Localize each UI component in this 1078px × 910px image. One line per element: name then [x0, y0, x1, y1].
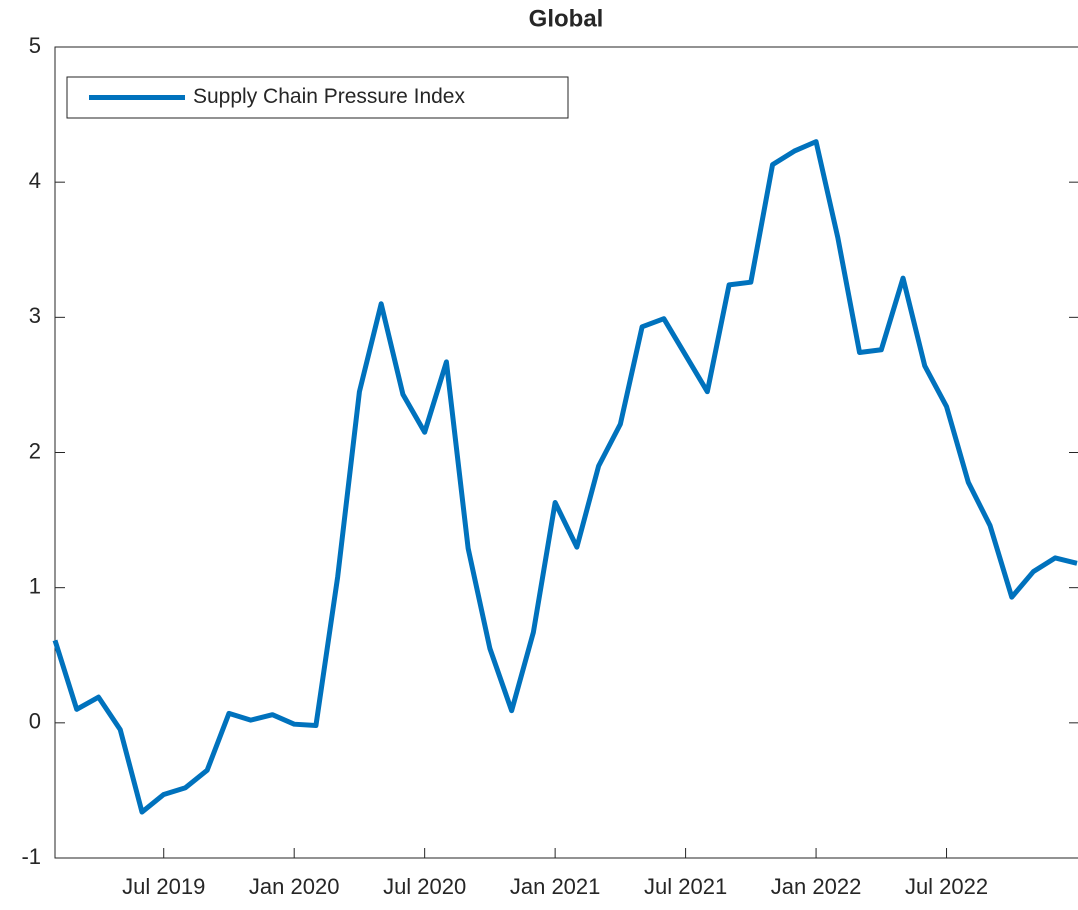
x-tick-label: Jan 2020: [249, 874, 340, 899]
x-tick-label: Jul 2022: [905, 874, 988, 899]
y-tick-label: 3: [29, 303, 41, 328]
x-tick-label: Jul 2020: [383, 874, 466, 899]
y-tick-label: 1: [29, 573, 41, 598]
y-tick-label: -1: [21, 844, 41, 869]
y-tick-label: 4: [29, 168, 41, 193]
x-tick-label: Jul 2019: [122, 874, 205, 899]
plot-frame: [54, 46, 1078, 859]
data-line: [52, 139, 1078, 815]
chart-title: Global: [529, 5, 604, 32]
x-tick-label: Jan 2022: [771, 874, 862, 899]
y-tick-label: 2: [29, 438, 41, 463]
legend-box: [66, 76, 569, 119]
x-tick-label: Jan 2021: [510, 874, 601, 899]
x-tick-label: Jul 2021: [644, 874, 727, 899]
legend-label: Supply Chain Pressure Index: [193, 85, 465, 108]
y-tick-label: 5: [29, 33, 41, 58]
y-tick-label: 0: [29, 709, 41, 734]
